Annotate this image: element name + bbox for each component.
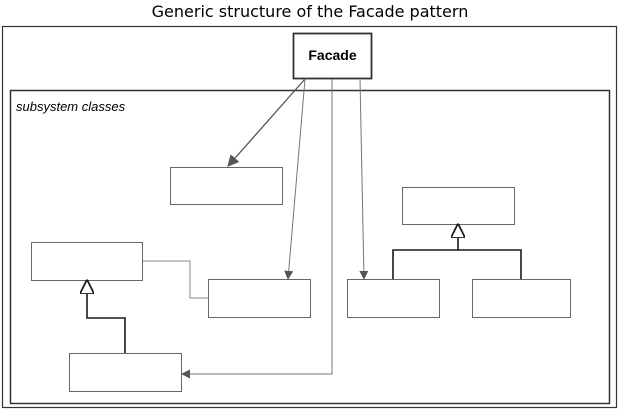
facade-arrow-to-right-child-a bbox=[359, 78, 369, 280]
subsystem-label: subsystem classes bbox=[16, 99, 126, 114]
association-line-left-center bbox=[143, 260, 208, 299]
subsystem-class-box-left-child bbox=[69, 353, 182, 392]
subsystem-class-box-right-parent bbox=[402, 187, 515, 225]
subsystem-frame bbox=[9, 89, 611, 405]
facade-class-box bbox=[292, 32, 373, 80]
subsystem-class-box-left-parent bbox=[31, 242, 143, 281]
outer-frame bbox=[1, 25, 618, 409]
facade-arrow-to-left-child bbox=[181, 79, 333, 379]
facade-arrow-to-top-center bbox=[227, 78, 306, 167]
inheritance-left bbox=[87, 281, 126, 353]
facade-arrow-to-center bbox=[284, 78, 306, 280]
subsystem-class-box-center bbox=[208, 279, 311, 318]
inheritance-right-branch bbox=[392, 249, 522, 279]
facade-label: Facade bbox=[308, 47, 356, 63]
subsystem-class-box-right-child-b bbox=[472, 279, 571, 318]
subsystem-class-box-top-center bbox=[170, 167, 283, 205]
diagram-title: Generic structure of the Facade pattern bbox=[151, 2, 469, 21]
subsystem-class-box-right-child-a bbox=[347, 279, 440, 318]
